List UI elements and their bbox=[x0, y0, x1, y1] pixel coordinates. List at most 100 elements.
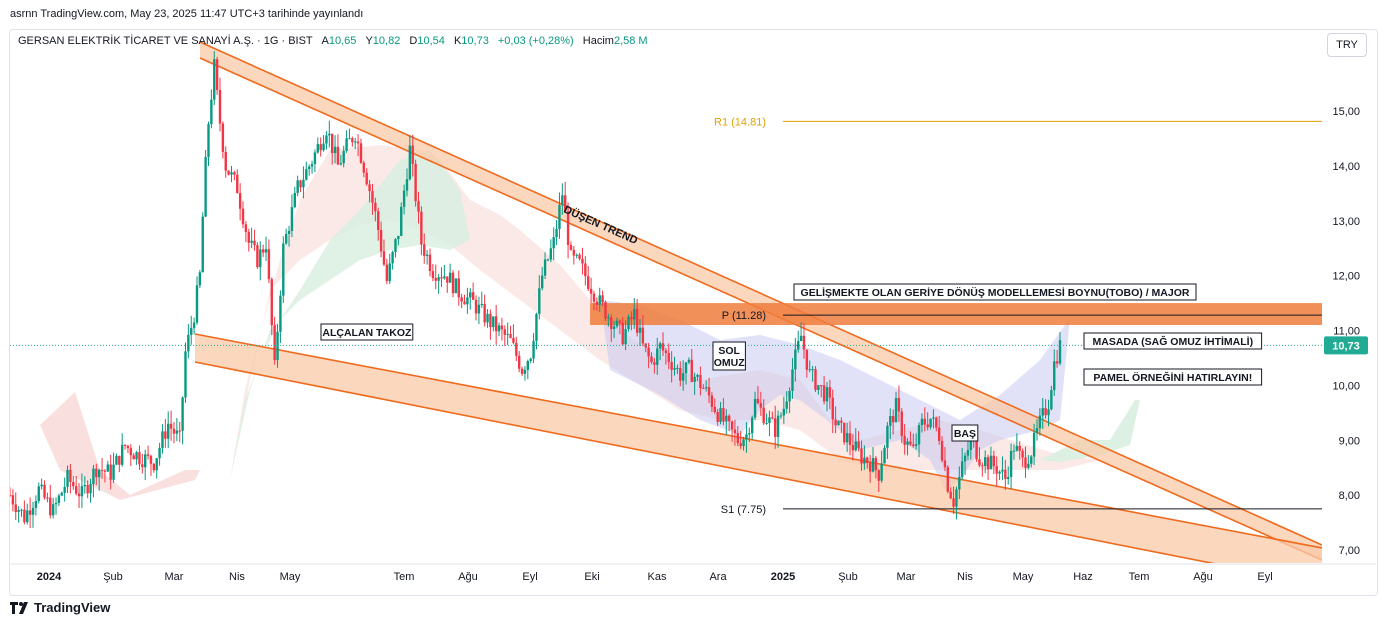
candle-body bbox=[195, 285, 199, 323]
candle-body bbox=[471, 292, 475, 300]
x-tick-label: Ağu bbox=[458, 571, 478, 583]
candle-body bbox=[523, 369, 527, 374]
plot-area: R1 (14.81) P (11.28) S1 (7.75) ALÇALAN TAKO… bbox=[10, 41, 1322, 563]
candle-body bbox=[598, 295, 601, 305]
candle-body bbox=[172, 428, 176, 434]
currency-button[interactable]: TRY bbox=[1327, 33, 1367, 57]
candle-body bbox=[336, 146, 340, 165]
chart-frame bbox=[9, 29, 1378, 596]
candle-body bbox=[690, 359, 693, 382]
x-tick-label: Ara bbox=[709, 571, 727, 583]
candle-body bbox=[284, 233, 288, 244]
candle-body bbox=[141, 464, 144, 468]
candle-body bbox=[460, 297, 463, 302]
candle-body bbox=[204, 157, 207, 217]
right-shoulder-annotation: MASADA (SAĞ OMUZ İHTİMALİ) bbox=[1093, 335, 1254, 348]
candle-body bbox=[290, 207, 294, 231]
candle-body bbox=[60, 492, 63, 496]
candle-body bbox=[244, 224, 248, 232]
candle-body bbox=[181, 397, 184, 431]
candle-body bbox=[923, 418, 926, 425]
candle-body bbox=[581, 258, 584, 264]
candle-body bbox=[750, 417, 754, 434]
candle-body bbox=[273, 325, 276, 361]
candle-body bbox=[730, 421, 734, 430]
candle-body bbox=[866, 457, 869, 463]
candle-body bbox=[356, 141, 360, 144]
candle-body bbox=[184, 351, 187, 398]
x-tick-label: May bbox=[280, 571, 301, 583]
candle-body bbox=[313, 152, 317, 165]
candle-body bbox=[207, 124, 210, 158]
candle-body bbox=[584, 263, 587, 277]
candle-body bbox=[23, 509, 26, 523]
candle-body bbox=[595, 301, 599, 305]
candle-body bbox=[40, 484, 43, 487]
symbol-title: GERSAN ELEKTRİK TİCARET VE SANAYİ A.Ş. ·… bbox=[18, 35, 313, 47]
candle-body bbox=[109, 464, 112, 480]
y-tick-label: 12,00 bbox=[1332, 271, 1360, 283]
candle-body bbox=[241, 208, 245, 225]
candle-body bbox=[621, 322, 624, 345]
candle-body bbox=[382, 251, 386, 265]
x-tick-label: 2024 bbox=[37, 571, 62, 583]
candle-body bbox=[218, 90, 222, 124]
candle-body bbox=[610, 317, 613, 330]
candle-body bbox=[77, 493, 81, 497]
candle-body bbox=[1058, 340, 1062, 364]
candle-body bbox=[805, 349, 809, 370]
candle-body bbox=[97, 469, 101, 478]
candle-body bbox=[17, 510, 20, 512]
candle-body bbox=[339, 163, 343, 165]
candle-body bbox=[368, 184, 371, 192]
candle-body bbox=[221, 123, 225, 152]
candle-body bbox=[612, 326, 616, 330]
candle-body bbox=[405, 179, 409, 191]
candle-body bbox=[748, 433, 751, 435]
candle-body bbox=[175, 430, 179, 434]
candle-body bbox=[540, 275, 544, 289]
candle-body bbox=[267, 249, 271, 280]
candle-body bbox=[446, 276, 449, 283]
candle-body bbox=[802, 335, 806, 350]
candle-body bbox=[1024, 457, 1027, 468]
head-annotation-box bbox=[951, 424, 979, 442]
candle-body bbox=[146, 454, 150, 456]
candle-body bbox=[615, 320, 619, 327]
candle-body bbox=[420, 211, 423, 245]
pamel-annotation: PAMEL ÖRNEĞİNİ HATIRLAYIN! bbox=[1093, 371, 1252, 384]
candle-body bbox=[469, 292, 472, 298]
candle-body bbox=[250, 240, 253, 243]
candle-body bbox=[797, 341, 800, 350]
x-tick-label: Şub bbox=[103, 571, 123, 583]
candle-body bbox=[868, 462, 872, 472]
candle-body bbox=[532, 341, 535, 359]
candle-body bbox=[86, 484, 89, 494]
candle-body bbox=[500, 325, 504, 330]
candle-body bbox=[572, 249, 576, 256]
x-tick-label: 2025 bbox=[771, 571, 795, 583]
candle-body bbox=[995, 466, 998, 474]
candle-body bbox=[259, 249, 262, 268]
candle-body bbox=[152, 463, 156, 471]
candle-body bbox=[497, 325, 501, 332]
candle-body bbox=[641, 327, 645, 344]
candle-body bbox=[1041, 408, 1044, 416]
candle-body bbox=[676, 367, 679, 369]
candle-body bbox=[451, 272, 455, 294]
low-label: D bbox=[409, 35, 418, 47]
candle-body bbox=[201, 216, 204, 273]
wedge-channel-band bbox=[195, 334, 1322, 563]
candle-body bbox=[224, 151, 227, 171]
pamel-annotation-box bbox=[1083, 368, 1263, 386]
candle-body bbox=[515, 342, 518, 356]
candle-body bbox=[400, 206, 403, 236]
candle-body bbox=[552, 237, 555, 249]
x-tick-label: Nis bbox=[229, 571, 245, 583]
candle-body bbox=[785, 401, 788, 409]
candle-body bbox=[310, 164, 314, 167]
candle-body bbox=[423, 244, 426, 256]
candle-body bbox=[10, 495, 12, 497]
candle-body bbox=[693, 376, 696, 382]
